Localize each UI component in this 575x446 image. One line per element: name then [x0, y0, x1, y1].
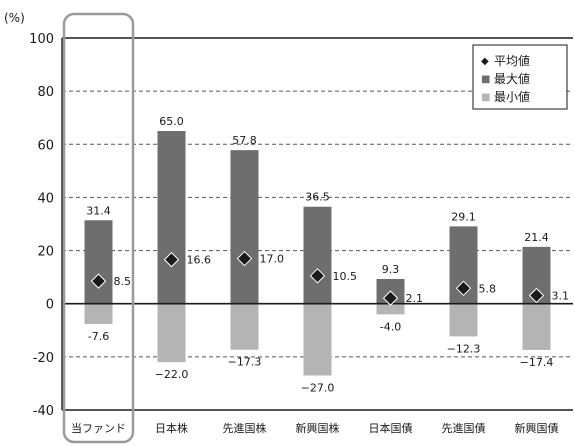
y-tick-labels: -40 -20 0 20 40 60 80 100	[29, 32, 54, 419]
average-value-label: 8.5	[114, 275, 132, 288]
min-value-label: −22.0	[155, 368, 189, 381]
y-tick-label: 80	[37, 85, 54, 100]
category-label: 先進国債	[442, 421, 486, 435]
category-label: 当ファンド	[71, 421, 126, 435]
highlight-box	[62, 12, 135, 444]
max-value-label: 65.0	[159, 115, 184, 128]
min-bar	[449, 303, 478, 337]
average-marker	[528, 287, 545, 304]
y-tick-label: 60	[37, 138, 54, 153]
category-label: 日本株	[155, 421, 188, 435]
legend-marker: ■	[481, 74, 490, 85]
legend-marker: ■	[481, 92, 490, 103]
y-axis-unit: (%)	[4, 11, 25, 25]
max-value-label: 29.1	[451, 210, 476, 223]
value-labels: 31.4 8.5 -7.6 65.0 16.6 −22.0 57.8 17.0 −17.3 36.…	[86, 115, 569, 394]
y-tick-label: 0	[46, 298, 54, 313]
max-bar	[84, 220, 113, 304]
category-label: 先進国株	[223, 421, 267, 435]
category-label: 新興国株	[296, 421, 340, 435]
average-value-label: 3.1	[552, 289, 570, 302]
max-bar	[303, 206, 332, 304]
y-tick-label: 100	[29, 32, 54, 47]
legend-box	[472, 44, 568, 110]
average-value-label: 10.5	[333, 270, 358, 283]
legend-label: 最大値	[494, 71, 530, 86]
max-value-label: 21.4	[524, 231, 549, 244]
min-bar	[522, 303, 551, 350]
y-tick-label: 40	[37, 191, 54, 206]
min-value-label: −27.0	[301, 381, 335, 394]
category-labels: 当ファンド 日本株 先進国株 新興国株 日本国債 先進国債 新興国債	[71, 421, 559, 435]
legend-label: 平均値	[494, 53, 530, 68]
average-value-label: 5.8	[479, 282, 497, 295]
min-bar	[84, 303, 113, 324]
category-label: 日本国債	[369, 421, 413, 435]
min-value-label: -4.0	[380, 320, 401, 333]
min-value-label: −17.3	[228, 356, 262, 369]
max-bar	[230, 150, 259, 304]
average-value-label: 17.0	[260, 253, 285, 266]
category-label: 新興国債	[515, 421, 559, 435]
average-marker	[382, 290, 399, 306]
max-value-label: 36.5	[305, 191, 330, 204]
max-value-label: 31.4	[86, 204, 111, 217]
max-value-label: 57.8	[232, 134, 257, 147]
min-bar	[376, 303, 405, 315]
legend[interactable]: ◆ 平均値 ■ 最大値 ■ 最小値	[472, 44, 568, 110]
y-tick-label: -40	[33, 404, 54, 419]
average-marker	[455, 280, 472, 297]
average-value-label: 16.6	[187, 254, 212, 267]
min-bar	[157, 303, 186, 363]
average-marker	[90, 273, 107, 289]
max-bar	[157, 131, 186, 304]
min-bar	[303, 303, 332, 376]
min-value-label: −12.3	[447, 342, 481, 355]
min-value-label: −17.4	[520, 356, 554, 369]
bars	[84, 131, 551, 376]
plot-frame	[61, 12, 573, 444]
average-markers	[90, 250, 545, 306]
legend-marker: ◆	[481, 56, 489, 67]
max-value-label: 9.3	[382, 263, 400, 276]
average-marker	[309, 268, 326, 284]
average-marker	[163, 251, 180, 268]
y-tick-label: 20	[37, 245, 54, 260]
average-value-label: 2.1	[406, 292, 424, 305]
average-marker	[236, 250, 253, 267]
y-tick-label: -20	[33, 351, 54, 366]
min-bar	[230, 303, 259, 350]
legend-label: 最小値	[494, 89, 530, 104]
min-value-label: -7.6	[88, 330, 109, 343]
